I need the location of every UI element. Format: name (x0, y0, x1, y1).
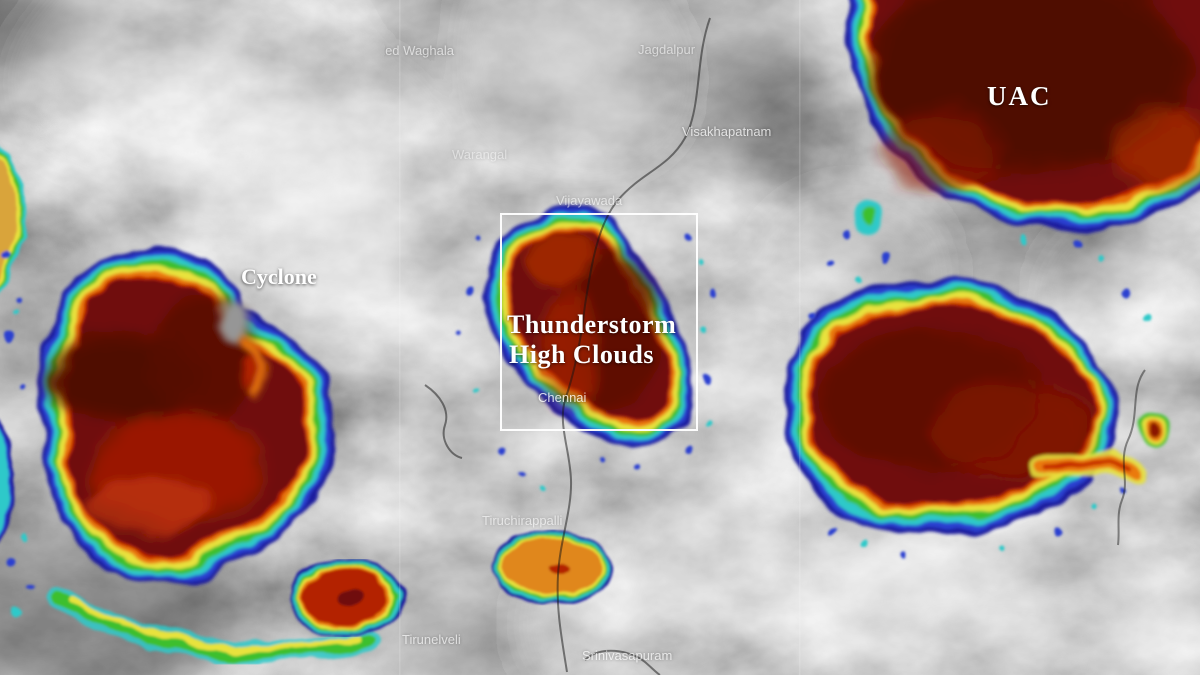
panel-seam-right (799, 0, 801, 675)
panel-seam-left (399, 0, 401, 675)
thunderstorm-cell (511, 232, 667, 419)
uac-top-system (860, 0, 1200, 234)
cyclone-tail-cell (301, 572, 391, 624)
right-speckles (809, 232, 1151, 559)
cyclone-rainband-arc (47, 587, 383, 663)
cloud-streaks (37, 159, 1196, 626)
left-edge-cells (0, 150, 33, 614)
coastline-right-panel (1117, 369, 1146, 546)
middle-speckles (455, 237, 720, 493)
coastline-india (424, 17, 711, 675)
uac-lower-system (811, 307, 1166, 502)
cyclone-storm-cell (50, 281, 308, 553)
south-storm-cell (503, 542, 603, 592)
